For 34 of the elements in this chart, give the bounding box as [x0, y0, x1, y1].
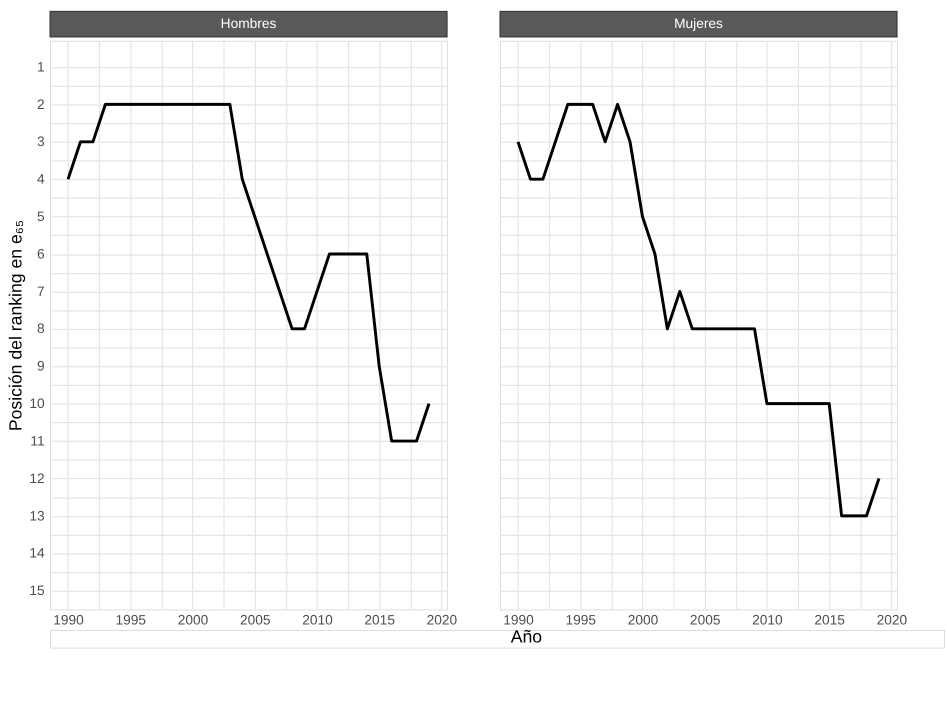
x-tick-label: 1995	[565, 612, 596, 628]
x-tick-label: 2000	[178, 612, 209, 628]
chart-title: Mujeres	[674, 16, 724, 32]
y-tick-label: 9	[36, 358, 45, 374]
y-tick-label: 12	[29, 470, 45, 486]
x-tick-label: 2000	[628, 612, 659, 628]
x-tick-label: 2015	[364, 612, 396, 628]
x-tick-label: 2005	[690, 612, 721, 628]
y-tick-label: 15	[29, 583, 45, 598]
y-tick-label: 5	[36, 209, 45, 224]
x-tick-label: 2020	[426, 612, 458, 628]
x-tick-label: 1990	[503, 612, 534, 628]
x-tick-label: 2015	[814, 612, 846, 628]
x-tick-label: 1990	[53, 612, 84, 628]
y-tick-label: 8	[36, 321, 45, 336]
x-tick-label: 2020	[876, 612, 908, 628]
x-tick-label: 2010	[302, 612, 334, 628]
y-tick-label: 1	[36, 59, 45, 74]
x-tick-label: 2005	[240, 612, 271, 628]
y-tick-label: 14	[29, 546, 45, 561]
chart-title: Hombres	[220, 16, 276, 32]
y-tick-label: 13	[29, 508, 45, 524]
y-tick-label: 10	[29, 396, 45, 412]
y-tick-label: 11	[30, 433, 45, 448]
x-tick-label: 2010	[752, 612, 784, 628]
y-tick-label: 3	[36, 134, 45, 150]
x-tick-label: 1995	[116, 612, 146, 628]
y-tick-label: 7	[36, 284, 45, 299]
y-tick-label: 2	[36, 96, 45, 112]
line-series	[66, 102, 430, 443]
y-axis-title: Posición del ranking en e₆₅	[5, 220, 26, 432]
x-axis-title: Año	[510, 626, 542, 647]
y-tick-label: 4	[36, 172, 45, 187]
y-tick-label: 6	[36, 246, 45, 262]
